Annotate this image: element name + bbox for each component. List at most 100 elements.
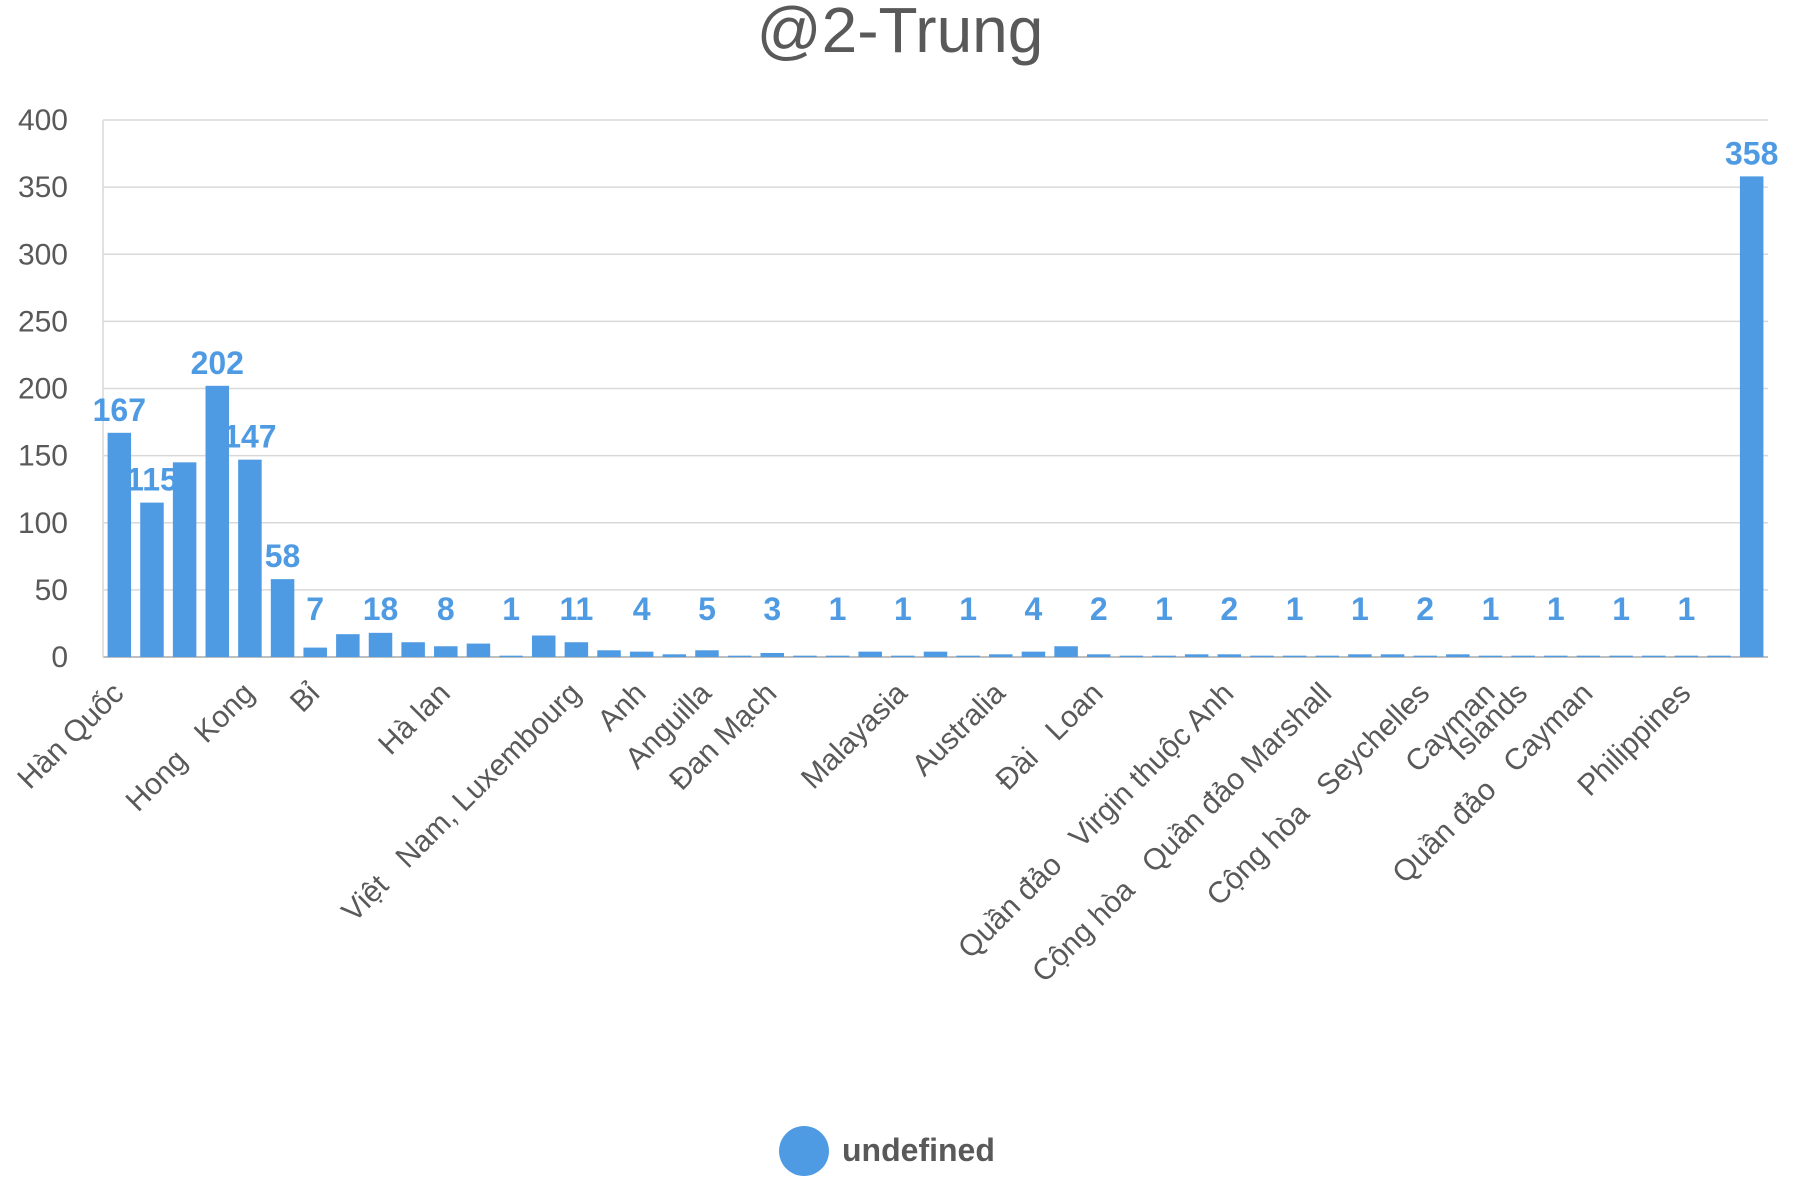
data-label: 4 <box>633 591 651 627</box>
bar[interactable] <box>1576 655 1601 657</box>
bar[interactable] <box>336 634 360 657</box>
data-label: 7 <box>306 591 324 627</box>
data-label: 8 <box>437 591 455 627</box>
bar[interactable] <box>1119 655 1144 657</box>
data-label: 18 <box>363 591 399 627</box>
data-label: 1 <box>829 591 847 627</box>
bar[interactable] <box>923 651 948 657</box>
data-label: 3 <box>763 591 781 627</box>
y-tick-label: 100 <box>18 507 68 540</box>
y-tick-label: 200 <box>18 373 68 406</box>
bar[interactable] <box>499 655 523 657</box>
bar[interactable] <box>597 650 621 657</box>
bar[interactable] <box>1478 655 1503 657</box>
data-label: 11 <box>559 591 593 627</box>
x-tick-label: Hong Kong <box>120 677 261 818</box>
x-tick-label: Bỉ <box>284 676 326 718</box>
bar[interactable] <box>1739 176 1764 657</box>
data-label: 1 <box>894 591 912 627</box>
bar[interactable] <box>1413 655 1437 657</box>
legend-label: undefined <box>842 1132 995 1168</box>
data-label: 1 <box>1612 591 1630 627</box>
bar[interactable] <box>891 655 915 657</box>
bar[interactable] <box>205 385 230 657</box>
y-tick-label: 150 <box>18 440 68 473</box>
bar[interactable] <box>172 462 197 657</box>
x-tick-label: Malayasia <box>795 676 914 795</box>
legend[interactable]: undefined <box>779 1126 995 1176</box>
bar[interactable] <box>989 654 1013 657</box>
bar[interactable] <box>695 650 719 657</box>
bar[interactable] <box>1021 651 1046 657</box>
bar[interactable] <box>1054 646 1078 657</box>
data-label: 58 <box>265 538 301 574</box>
bar[interactable] <box>401 642 425 657</box>
bar[interactable] <box>531 635 556 657</box>
bar[interactable] <box>629 651 654 657</box>
bar[interactable] <box>107 432 132 657</box>
data-label: 1 <box>1547 591 1565 627</box>
data-label: 1 <box>502 591 520 627</box>
gridlines <box>103 119 1768 658</box>
y-axis: 0 50 100 150 200 250 300 350 400 <box>18 104 104 674</box>
data-label: 202 <box>191 345 244 381</box>
bar[interactable] <box>1282 655 1307 657</box>
y-tick-label: 50 <box>35 574 68 607</box>
legend-marker <box>779 1126 829 1176</box>
bar[interactable] <box>1348 654 1372 657</box>
bar[interactable] <box>793 655 817 657</box>
bar[interactable] <box>1674 655 1699 657</box>
data-label: 5 <box>698 591 716 627</box>
bar[interactable] <box>727 655 752 657</box>
data-label: 358 <box>1725 135 1778 171</box>
bar[interactable] <box>825 655 850 657</box>
data-label: 1 <box>1286 591 1304 627</box>
bar-series <box>107 176 1764 657</box>
bar[interactable] <box>1446 654 1470 657</box>
bar[interactable] <box>662 654 687 657</box>
bar[interactable] <box>1250 655 1274 657</box>
y-tick-label: 0 <box>51 641 68 674</box>
data-label: 1 <box>1677 591 1695 627</box>
bar[interactable] <box>1609 655 1633 657</box>
bar[interactable] <box>434 646 458 657</box>
bar[interactable] <box>270 579 295 657</box>
data-label: 2 <box>1220 591 1238 627</box>
data-label: 1 <box>1482 591 1500 627</box>
bar[interactable] <box>140 502 164 657</box>
x-tick-label: Hàn Quốc <box>11 677 130 796</box>
data-label: 147 <box>223 419 276 455</box>
bar[interactable] <box>1217 654 1242 657</box>
bar[interactable] <box>760 652 785 657</box>
bar[interactable] <box>238 459 262 657</box>
bar[interactable] <box>1511 655 1535 657</box>
data-label: 4 <box>1025 591 1043 627</box>
bar[interactable] <box>303 647 327 657</box>
bar[interactable] <box>466 643 491 657</box>
bar[interactable] <box>1086 654 1111 657</box>
chart-title: @2-Trung <box>757 0 1044 66</box>
bar[interactable] <box>368 632 393 657</box>
data-label: 2 <box>1416 591 1434 627</box>
bar[interactable] <box>564 642 589 657</box>
bar[interactable] <box>1315 655 1340 657</box>
x-tick-label: Hà lan <box>372 677 457 762</box>
x-tick-label: Việt Nam, Luxembourg <box>336 677 588 929</box>
bar[interactable] <box>1707 655 1731 657</box>
bar[interactable] <box>858 651 882 657</box>
data-label: 2 <box>1090 591 1108 627</box>
data-label: 1 <box>1351 591 1369 627</box>
bar[interactable] <box>1152 655 1176 657</box>
bar[interactable] <box>1380 654 1405 657</box>
bar[interactable] <box>1641 655 1666 657</box>
y-tick-label: 300 <box>18 238 68 271</box>
x-tick-label: Đài Loan <box>990 677 1110 797</box>
bar[interactable] <box>1544 655 1568 657</box>
bar[interactable] <box>956 655 980 657</box>
bar[interactable] <box>1184 654 1209 657</box>
y-tick-label: 350 <box>18 171 68 204</box>
